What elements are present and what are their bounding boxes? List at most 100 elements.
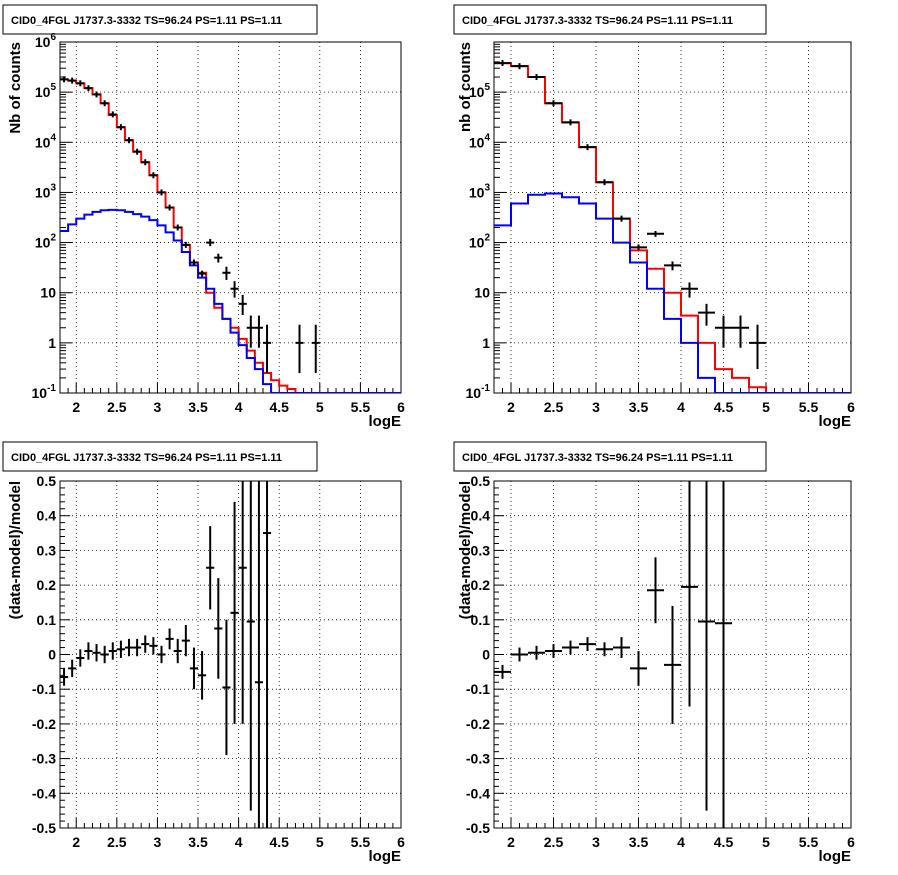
data-point — [295, 324, 304, 374]
y-tick-label: 102 — [35, 233, 57, 251]
x-tick-label: 3.5 — [629, 399, 649, 415]
data-point — [198, 651, 207, 700]
data-point — [681, 481, 698, 707]
y-tick-label: 0.3 — [37, 542, 57, 558]
data-point — [157, 645, 166, 664]
y-tick-label: 0.4 — [37, 508, 57, 524]
y-tick-label: 102 — [469, 233, 491, 251]
chart-title: CID0_4FGL J1737.3-3332 TS=96.24 PS=1.11 … — [462, 452, 733, 464]
data-point — [181, 625, 190, 657]
data-point — [732, 315, 749, 348]
data-layer — [60, 481, 272, 828]
data-point — [262, 324, 272, 374]
title-box — [2, 441, 318, 472]
x-tick-label: 3 — [154, 834, 162, 850]
data-point — [254, 481, 263, 828]
data-point — [246, 481, 255, 811]
y-tick-label: 10-1 — [466, 383, 491, 401]
data-point — [715, 481, 732, 828]
x-tick-label: 4 — [235, 834, 243, 850]
x-tick-label: 2.5 — [544, 834, 564, 850]
data-layer — [60, 76, 401, 393]
x-tick-label: 5.5 — [799, 399, 819, 415]
y-tick-label: -0.4 — [32, 785, 56, 801]
grid — [494, 42, 851, 393]
model-histogram-blue — [494, 192, 851, 393]
data-point — [494, 664, 511, 679]
data-point — [511, 63, 528, 70]
chart-title: CID0_4FGL J1737.3-3332 TS=96.24 PS=1.11 … — [462, 15, 733, 27]
data-point — [596, 642, 613, 657]
title-box — [453, 441, 767, 472]
y-tick-label: 0.2 — [37, 577, 57, 593]
data-point — [238, 295, 247, 315]
chart-panel-1: CID0_4FGL J1737.3-3332 TS=96.24 PS=1.11 … — [2, 4, 405, 430]
data-point — [165, 204, 174, 211]
x-tick-label: 2.5 — [107, 834, 127, 850]
data-point — [133, 638, 142, 657]
data-point — [100, 645, 109, 664]
grid — [60, 42, 401, 393]
data-point — [92, 644, 101, 662]
y-tick-label: -0.4 — [466, 785, 490, 801]
data-point — [664, 605, 681, 724]
data-layer — [494, 481, 732, 828]
data-point — [76, 80, 85, 87]
x-tick-label: 5.5 — [351, 399, 371, 415]
data-point — [214, 578, 223, 679]
y-tick-label: 105 — [469, 82, 491, 100]
chart-title: CID0_4FGL J1737.3-3332 TS=96.24 PS=1.11 … — [11, 452, 282, 464]
data-point — [630, 651, 647, 686]
y-tick-label: -0.3 — [466, 751, 490, 767]
model-histogram-blue — [60, 208, 401, 393]
y-tick-label: 10 — [474, 285, 490, 301]
data-point — [206, 238, 215, 247]
x-tick-label: 3 — [592, 834, 600, 850]
data-point — [189, 259, 199, 266]
data-point — [214, 253, 223, 263]
y-tick-label: -0.5 — [466, 820, 490, 836]
data-point — [562, 640, 579, 655]
data-point — [545, 644, 562, 658]
x-tick-label: 5 — [316, 399, 324, 415]
data-point — [149, 172, 158, 179]
x-tick-label: 6 — [397, 834, 405, 850]
x-tick-label: 3 — [154, 399, 162, 415]
x-tick-label: 5 — [762, 399, 770, 415]
y-tick-label: 0.2 — [471, 577, 491, 593]
data-point — [149, 637, 158, 655]
title-box — [453, 4, 767, 35]
x-tick-label: 3 — [592, 399, 600, 415]
x-tick-label: 4.5 — [714, 834, 734, 850]
data-point — [681, 282, 698, 298]
data-point — [230, 501, 239, 724]
model-histogram-red — [60, 78, 401, 393]
data-point — [494, 60, 511, 67]
y-tick-label: 0.5 — [471, 473, 491, 489]
x-axis-ticks — [59, 383, 402, 393]
y-tick-label: -0.1 — [466, 681, 490, 697]
data-point — [511, 647, 528, 662]
data-point — [579, 144, 596, 151]
x-tick-label: 6 — [847, 399, 855, 415]
y-axis-label: Nb of counts — [7, 42, 24, 134]
data-point — [68, 659, 77, 678]
data-point — [84, 642, 93, 660]
chart-panel-4: CID0_4FGL J1737.3-3332 TS=96.24 PS=1.11 … — [453, 441, 855, 865]
y-tick-label: 105 — [35, 82, 57, 100]
y-tick-label: -0.2 — [466, 716, 490, 732]
x-tick-label: 2.5 — [107, 399, 127, 415]
data-point — [254, 315, 263, 348]
x-tick-label: 4 — [677, 834, 685, 850]
x-axis-label: logE — [369, 413, 402, 430]
data-point — [230, 281, 239, 298]
x-tick-label: 2 — [72, 399, 80, 415]
data-point — [68, 77, 77, 84]
data-point — [579, 637, 596, 652]
y-tick-label: 1 — [482, 335, 490, 351]
data-point — [613, 637, 630, 658]
y-tick-label: -0.1 — [32, 681, 56, 697]
y-tick-label: 104 — [469, 132, 491, 150]
data-point — [222, 266, 231, 280]
data-point — [545, 100, 562, 107]
